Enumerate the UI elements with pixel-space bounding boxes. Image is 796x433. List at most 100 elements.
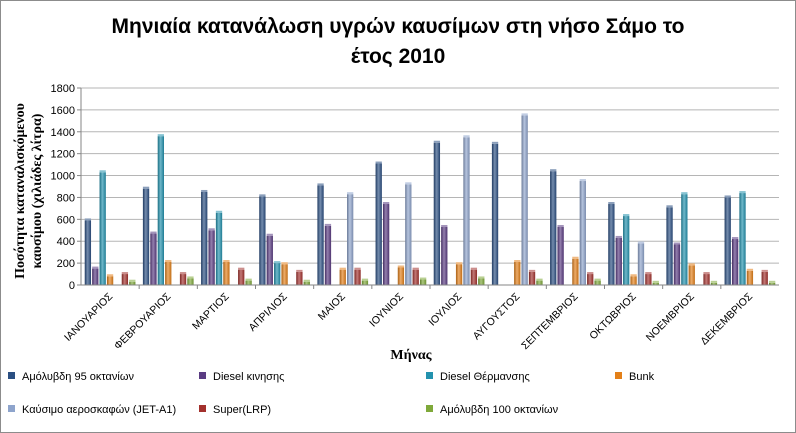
bar <box>768 282 776 285</box>
bar-top <box>121 272 129 275</box>
bar <box>382 204 390 285</box>
legend: Αμόλυβδη 95 οκτανίων Diesel κινησης Diesel… <box>8 371 655 416</box>
y-tick-label: 1800 <box>51 83 75 95</box>
bar-top <box>594 278 601 281</box>
bar <box>746 270 754 285</box>
legend-swatch <box>426 405 433 412</box>
chart-title-line1: Μηνιαία κατανάλωση υγρών καυσίμων στη νή… <box>112 15 685 38</box>
bar-top <box>608 202 615 205</box>
bar <box>274 263 281 285</box>
bar <box>433 142 441 285</box>
x-tick-label: ΣΕΠΤΕΜΒΡΙΟΣ <box>519 290 581 352</box>
bar-top <box>433 140 441 143</box>
legend-label: Diesel Θέρμανσης <box>440 371 530 383</box>
bar <box>470 269 478 285</box>
bar-top <box>354 267 361 270</box>
y-tick-label: 800 <box>57 192 75 204</box>
chart-title-line2: έτος 2010 <box>351 45 446 68</box>
y-axis-title-line1: Ποσότητα καταναλισκόμενου <box>13 103 28 279</box>
bar <box>179 274 187 285</box>
bar-top <box>142 186 150 189</box>
bar <box>441 226 448 285</box>
bar-top <box>339 267 346 270</box>
bar <box>572 258 579 285</box>
legend-swatch <box>199 405 206 412</box>
bar-top <box>382 202 390 205</box>
bar-top <box>157 134 164 137</box>
bar <box>165 262 172 285</box>
bar-top <box>688 263 695 266</box>
bar-top <box>623 214 630 217</box>
legend-label: Diesel κινησης <box>213 371 284 383</box>
bar-top <box>514 260 521 263</box>
bar <box>106 276 114 285</box>
bar-top <box>375 161 382 164</box>
y-axis-title-line2: καυσίμου (χιλιάδες λίτρα) <box>30 113 45 268</box>
bar <box>142 188 150 285</box>
bar-top <box>223 260 230 263</box>
bar-top <box>412 267 419 270</box>
bar-top <box>296 269 303 272</box>
bar-top <box>99 170 106 173</box>
bar-top <box>768 280 776 283</box>
legend-swatch <box>8 372 15 379</box>
bar-top <box>731 237 739 240</box>
x-tick-label: ΙΑΝΟΥΑΡΙΟΣ <box>62 290 115 343</box>
bar <box>739 193 746 285</box>
y-tick-label: 200 <box>57 258 75 270</box>
bar <box>238 269 245 285</box>
legend-swatch <box>426 372 433 379</box>
bar-top <box>259 194 266 197</box>
bar <box>347 194 354 285</box>
bar-top <box>550 169 557 172</box>
bar <box>405 184 412 285</box>
bar-top <box>463 135 470 138</box>
bar-top <box>266 233 273 236</box>
bar <box>412 269 419 285</box>
bar-top <box>187 276 194 279</box>
bar <box>324 225 332 285</box>
bar <box>201 191 208 285</box>
bar <box>339 269 346 285</box>
bar-top <box>673 242 681 245</box>
bar-top <box>666 205 673 208</box>
bar-top <box>281 262 288 265</box>
bar <box>681 194 688 285</box>
bar-top <box>615 235 622 238</box>
y-tick-label: 1600 <box>51 105 75 117</box>
y-axis-title: Ποσότητα καταναλισκόμενου καυσίμου (χιλι… <box>13 103 45 279</box>
y-tick-label: 1000 <box>51 171 75 183</box>
bar <box>121 274 129 285</box>
bar-top <box>274 261 281 264</box>
x-tick-label: ΙΟΥΝΙΟΣ <box>367 290 406 329</box>
bar <box>550 171 557 285</box>
bar-top <box>245 278 252 281</box>
x-tick-label: ΜΑΡΤΙΟΣ <box>190 290 232 332</box>
bar <box>419 279 427 285</box>
bar-top <box>317 183 324 186</box>
bar-top <box>572 256 579 259</box>
legend-label: Αμόλυβδη 100 οκτανίων <box>440 404 559 416</box>
bar <box>623 216 630 285</box>
bar <box>84 220 92 285</box>
bar <box>645 274 652 285</box>
bar-top <box>92 266 99 269</box>
x-tick-label: ΝΟΕΜΒΡΙΟΣ <box>644 290 697 343</box>
gridlines <box>77 87 779 286</box>
bar <box>514 262 521 285</box>
y-tick-labels: 0 200 400 600 800 1000 1200 1400 1600 1800 <box>51 83 75 292</box>
bar <box>303 281 310 285</box>
bar <box>92 268 99 285</box>
x-tick-label: ΦΕΒΡΟΥΑΡΙΟΣ <box>112 290 174 352</box>
bar-top <box>521 113 528 116</box>
y-tick-label: 1400 <box>51 127 75 139</box>
bar-top <box>405 182 412 185</box>
bar-top <box>746 268 754 271</box>
y-tick-label: 0 <box>69 280 75 292</box>
bar-top <box>557 224 564 227</box>
bar <box>666 207 673 285</box>
bar <box>688 265 695 285</box>
bar <box>630 276 637 285</box>
bar-top <box>106 274 114 277</box>
bar-top <box>129 279 136 282</box>
